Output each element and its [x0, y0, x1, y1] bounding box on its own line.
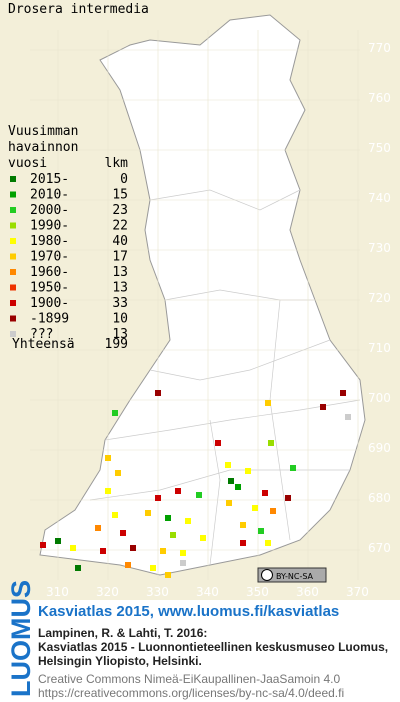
legend-count: 0: [120, 172, 128, 187]
badge-text: BY-NC-SA: [276, 572, 314, 581]
legend-heading: havainnon: [8, 140, 78, 155]
legend-swatch: [10, 207, 16, 213]
finland-outline: [39, 14, 366, 576]
y-grid-label: 740: [368, 191, 391, 205]
footer-background: [0, 600, 400, 702]
legend-count: 13: [112, 265, 128, 280]
legend-label: 2010-: [30, 188, 69, 203]
legend-swatch: [10, 253, 16, 260]
legend-count: 15: [112, 188, 128, 203]
legend-swatch: [10, 269, 16, 275]
x-grid-label: 310: [46, 585, 69, 599]
legend-count: 22: [112, 219, 128, 234]
legend-label: 2015-: [30, 172, 69, 187]
license-badge: BY-NC-SA: [257, 567, 327, 583]
legend-column: vuosi: [8, 156, 47, 171]
legend-label: 1960-: [30, 265, 69, 280]
legend-label: ???: [30, 327, 53, 342]
legend-count: 10: [112, 312, 128, 327]
legend-swatch: [10, 284, 16, 291]
legend-label: 1980-: [30, 234, 69, 249]
x-grid-label: 330: [146, 585, 169, 599]
badge-icon: [261, 569, 273, 581]
legend-swatch: [10, 238, 16, 244]
x-grid-label: 360: [296, 585, 319, 599]
legend-heading: Vuusimman: [8, 124, 78, 139]
logo: LUOMUS: [6, 580, 36, 697]
legend-swatch: [10, 331, 16, 337]
legend-label: 1900-: [30, 296, 69, 311]
species-title: Drosera intermedia: [8, 2, 149, 17]
legend-label: 1970-: [30, 250, 69, 265]
legend-label: 1950-: [30, 281, 69, 296]
citation: Helsingin Yliopisto, Helsinki.: [38, 654, 202, 668]
legend-label: 2000-: [30, 203, 69, 218]
y-grid-label: 730: [368, 241, 391, 255]
license: Creative Commons Nimeä-EiKaupallinen-Jaa…: [38, 672, 340, 686]
legend-swatch: [10, 191, 16, 198]
headline: Kasviatlas 2015, www.luomus.fi/kasviatla…: [38, 603, 339, 620]
y-grid-label: 760: [368, 91, 391, 105]
legend-count: 23: [112, 203, 128, 218]
y-grid-label: 700: [368, 391, 391, 405]
x-grid-label: 350: [246, 585, 269, 599]
legend-label: -1899: [30, 312, 69, 327]
legend-count: 13: [112, 281, 128, 296]
legend-column: lkm: [105, 156, 129, 171]
citation: Lampinen, R. & Lahti, T. 2016:: [38, 626, 207, 640]
y-grid-label: 710: [368, 341, 391, 355]
x-grid-label: 340: [196, 585, 219, 599]
y-grid-label: 690: [368, 441, 391, 455]
grid: [30, 30, 360, 580]
legend-total: 199: [105, 337, 128, 352]
legend-count: 13: [112, 327, 128, 342]
map: 770 760 750 740 730 720 710 700 690 680 670 310 320 3…: [30, 14, 391, 599]
y-grid-label: 750: [368, 141, 391, 155]
legend-count: 17: [112, 250, 128, 265]
legend-count: 33: [112, 296, 128, 311]
badge-box: [257, 567, 327, 583]
y-grid-label: 720: [368, 291, 391, 305]
y-grid-label: 680: [368, 491, 391, 505]
legend-count: 40: [112, 234, 128, 249]
license: https://creativecommons.org/licenses/by-…: [38, 686, 344, 700]
occurrence-squares: [40, 390, 351, 578]
legend-swatch: [10, 176, 16, 182]
y-grid-label: 770: [368, 41, 391, 55]
legend-swatch: [10, 222, 16, 229]
y-grid-label: 670: [368, 541, 391, 555]
legend-swatch: [10, 315, 16, 322]
x-grid-label: 370: [346, 585, 369, 599]
citation: Kasviatlas 2015 - Luonnontieteellinen ke…: [38, 640, 388, 654]
x-grid-label: 320: [96, 585, 119, 599]
legend-label: 1990-: [30, 219, 69, 234]
legend-total-label: Yhteensä: [12, 337, 75, 352]
legend: Vuusimman havainnon vuosi lkm Yhteensä 1…: [8, 124, 128, 352]
legend-swatch: [10, 300, 16, 306]
